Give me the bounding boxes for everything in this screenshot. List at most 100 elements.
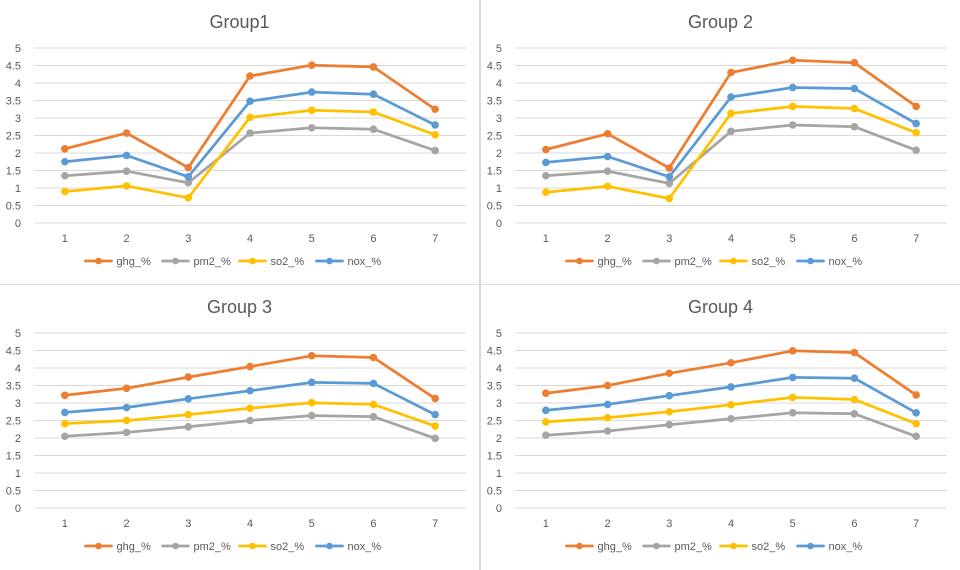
legend-item-nox[interactable]: nox_% [315, 256, 382, 268]
data-point-pm2[interactable] [788, 121, 797, 129]
data-point-pm2[interactable] [603, 427, 612, 435]
data-point-nox[interactable] [307, 378, 316, 387]
data-point-nox[interactable] [307, 88, 316, 96]
data-point-so2[interactable] [61, 187, 69, 196]
series-so2[interactable] [542, 102, 920, 203]
data-point-ghg[interactable] [788, 56, 797, 65]
legend-item-pm2[interactable]: pm2_% [642, 256, 713, 268]
data-point-nox[interactable] [246, 386, 254, 395]
data-point-ghg[interactable] [542, 389, 550, 397]
legend-item-nox[interactable]: nox_% [315, 541, 382, 553]
legend-item-nox[interactable]: nox_% [796, 256, 863, 268]
data-point-ghg[interactable] [603, 381, 612, 390]
data-point-nox[interactable] [665, 173, 674, 181]
data-point-ghg[interactable] [369, 353, 378, 362]
data-point-so2[interactable] [665, 407, 674, 416]
data-point-so2[interactable] [431, 422, 439, 430]
data-point-so2[interactable] [246, 113, 254, 122]
data-point-pm2[interactable] [603, 167, 612, 175]
data-point-ghg[interactable] [665, 164, 674, 172]
series-line-so2[interactable] [63, 108, 437, 200]
data-point-nox[interactable] [61, 408, 69, 417]
data-point-nox[interactable] [850, 374, 859, 382]
chart-panel-group4[interactable]: Group 4 0 0.5 1 1.5 2 2.5 3 3.5 4 4.5 5 1 2 3 4 5 6 7 ghg_%… [481, 285, 960, 570]
data-point-so2[interactable] [788, 393, 797, 402]
data-point-nox[interactable] [912, 119, 920, 128]
data-point-pm2[interactable] [246, 416, 254, 425]
legend-item-so2[interactable]: so2_% [238, 541, 305, 553]
data-point-so2[interactable] [850, 395, 859, 404]
series-pm2[interactable] [61, 124, 439, 187]
data-point-nox[interactable] [431, 410, 439, 419]
data-point-nox[interactable] [122, 403, 131, 412]
series-so2[interactable] [61, 106, 439, 202]
data-point-ghg[interactable] [61, 145, 69, 153]
data-point-nox[interactable] [369, 90, 378, 98]
data-point-so2[interactable] [727, 400, 735, 409]
series-ghg[interactable] [61, 61, 439, 172]
data-point-ghg[interactable] [788, 347, 797, 355]
data-point-so2[interactable] [61, 419, 69, 428]
data-point-nox[interactable] [431, 121, 439, 129]
series-ghg[interactable] [542, 347, 920, 399]
series-pm2[interactable] [542, 121, 920, 188]
data-point-nox[interactable] [727, 93, 735, 101]
data-point-ghg[interactable] [61, 391, 69, 400]
data-point-ghg[interactable] [912, 391, 920, 399]
data-point-ghg[interactable] [850, 348, 859, 357]
data-point-pm2[interactable] [369, 125, 378, 133]
data-point-ghg[interactable] [246, 362, 254, 371]
data-point-pm2[interactable] [542, 431, 550, 439]
data-point-pm2[interactable] [665, 420, 674, 429]
data-point-ghg[interactable] [665, 369, 674, 378]
data-point-so2[interactable] [603, 182, 612, 191]
data-point-so2[interactable] [603, 413, 612, 422]
data-point-so2[interactable] [369, 400, 378, 409]
chart-panel-group3[interactable]: Group 3 0 0.5 1 1.5 2 2.5 3 3.5 4 4.5 5 1 2 3 4 5 6 7 ghg_%… [0, 285, 479, 570]
data-point-ghg[interactable] [850, 58, 859, 67]
legend-item-ghg[interactable]: ghg_% [84, 256, 151, 268]
data-point-nox[interactable] [912, 409, 920, 417]
chart-panel-group1[interactable]: Group1 0 0.5 1 1.5 2 2.5 3 3.5 4 4.5 5 1 2 3 4 5 6 7 ghg_% p… [0, 0, 479, 285]
data-point-so2[interactable] [542, 418, 550, 426]
data-point-so2[interactable] [184, 410, 193, 419]
data-point-nox[interactable] [61, 157, 69, 166]
data-point-pm2[interactable] [61, 432, 69, 441]
data-point-nox[interactable] [542, 158, 550, 167]
data-point-pm2[interactable] [307, 124, 316, 132]
data-point-pm2[interactable] [61, 171, 69, 180]
data-point-ghg[interactable] [542, 145, 550, 154]
data-point-ghg[interactable] [912, 102, 920, 111]
data-point-nox[interactable] [603, 152, 612, 161]
data-point-nox[interactable] [246, 97, 254, 105]
data-point-so2[interactable] [307, 106, 316, 115]
data-point-so2[interactable] [122, 182, 131, 190]
series-nox[interactable] [542, 83, 920, 181]
data-point-nox[interactable] [603, 400, 612, 409]
legend-item-ghg[interactable]: ghg_% [565, 256, 632, 268]
data-point-so2[interactable] [369, 108, 378, 116]
data-point-ghg[interactable] [184, 373, 193, 381]
data-point-pm2[interactable] [727, 414, 735, 423]
data-point-pm2[interactable] [122, 167, 131, 175]
data-point-pm2[interactable] [307, 411, 316, 420]
data-point-pm2[interactable] [431, 434, 439, 443]
data-point-ghg[interactable] [307, 351, 316, 360]
data-point-pm2[interactable] [665, 179, 674, 188]
data-point-ghg[interactable] [184, 163, 193, 172]
data-point-pm2[interactable] [912, 146, 920, 154]
data-point-nox[interactable] [184, 395, 193, 403]
data-point-so2[interactable] [307, 398, 316, 407]
data-point-so2[interactable] [850, 104, 859, 113]
data-point-ghg[interactable] [603, 129, 612, 138]
data-point-pm2[interactable] [369, 412, 378, 421]
series-pm2[interactable] [542, 409, 920, 441]
series-so2[interactable] [542, 393, 920, 428]
data-point-so2[interactable] [912, 128, 920, 137]
data-point-ghg[interactable] [122, 384, 131, 393]
legend-item-so2[interactable]: so2_% [238, 256, 305, 268]
legend-item-nox[interactable]: nox_% [796, 541, 863, 553]
legend-item-ghg[interactable]: ghg_% [84, 541, 151, 553]
data-point-pm2[interactable] [727, 127, 735, 136]
data-point-pm2[interactable] [184, 423, 193, 431]
